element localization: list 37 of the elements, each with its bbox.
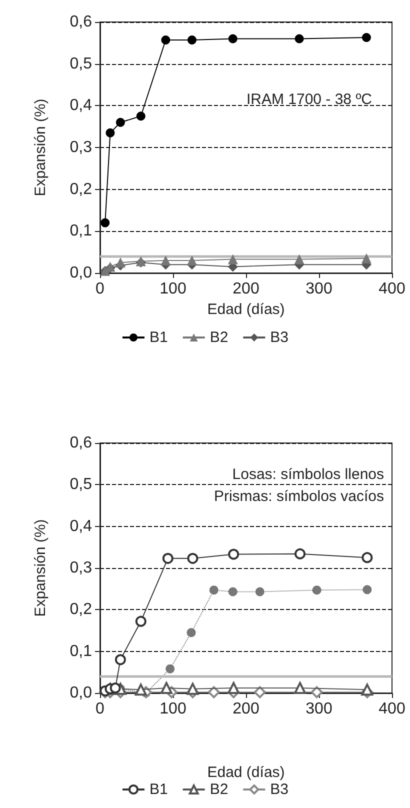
y-tick-label: 0,1: [70, 642, 92, 660]
x-tick-label: 300: [306, 280, 332, 298]
annotation: Prismas: símbolos vacíos: [214, 488, 384, 505]
legend-label: B2: [210, 781, 228, 798]
x-axis-title: Edad (días): [207, 300, 285, 318]
legend-label: B2: [210, 329, 228, 346]
x-tick-label: 0: [96, 280, 105, 298]
y-tick-label: 0,0: [70, 264, 92, 282]
y-tick-label: 0,2: [70, 180, 92, 198]
y-tick-label: 0,6: [70, 14, 92, 30]
y-axis-title: Expansión (%): [32, 98, 49, 196]
y-axis-title: Expansión (%): [32, 519, 49, 617]
y-tick-label: 0,3: [70, 139, 92, 156]
x-tick-label: 200: [232, 700, 260, 718]
legend-label: B1: [149, 329, 168, 346]
y-tick-label: 0,5: [70, 55, 92, 72]
y-tick-label: 0,4: [70, 97, 92, 114]
annotation: Losas: símbolos llenos: [232, 466, 384, 483]
x-tick-label: 100: [160, 280, 186, 298]
legend-label: B3: [270, 781, 289, 798]
y-tick-label: 0,3: [70, 560, 92, 576]
y-tick-label: 0,2: [70, 601, 92, 618]
y-tick-label: 0,6: [70, 434, 92, 452]
y-tick-label: 0,1: [70, 222, 92, 240]
legend-label: B1: [149, 781, 168, 798]
x-tick-label: 200: [232, 280, 260, 298]
x-tick-label: 100: [160, 700, 186, 718]
x-tick-label: 400: [378, 700, 406, 718]
y-tick-label: 0,0: [70, 684, 92, 702]
annotation: IRAM 1700 - 38 ºC: [246, 91, 372, 108]
legend-label: B3: [270, 329, 289, 346]
x-tick-label: 300: [306, 700, 332, 718]
x-tick-label: 400: [378, 280, 406, 298]
x-axis-title: Edad (días): [207, 764, 285, 781]
y-tick-label: 0,5: [70, 476, 92, 494]
y-tick-label: 0,4: [70, 518, 92, 535]
x-tick-label: 0: [96, 700, 105, 718]
